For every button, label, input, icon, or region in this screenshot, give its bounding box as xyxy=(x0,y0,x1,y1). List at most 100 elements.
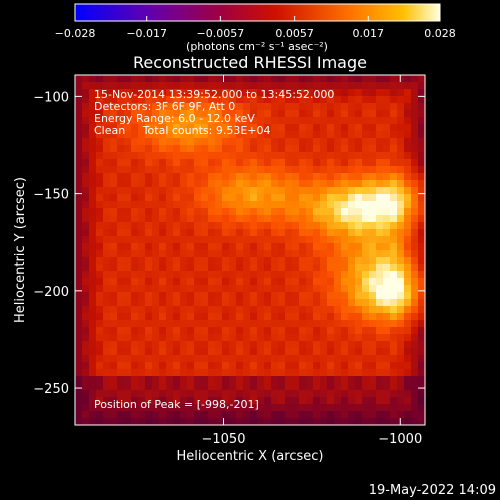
heatmap-cell xyxy=(229,320,237,328)
heatmap-cell xyxy=(278,264,286,272)
heatmap-cell xyxy=(348,341,356,349)
heatmap-cell xyxy=(271,341,279,349)
heatmap-cell xyxy=(390,313,398,321)
heatmap-cell xyxy=(82,75,90,83)
heatmap-cell xyxy=(173,299,181,307)
heatmap-cell xyxy=(215,313,223,321)
heatmap-cell xyxy=(278,341,286,349)
heatmap-cell xyxy=(348,89,356,97)
heatmap-cell xyxy=(222,131,230,139)
heatmap-cell xyxy=(411,285,419,293)
heatmap-cell xyxy=(201,376,209,384)
heatmap-cell xyxy=(138,404,146,412)
heatmap-cell xyxy=(313,103,321,111)
heatmap-cell xyxy=(362,166,370,174)
heatmap-cell xyxy=(320,82,328,90)
heatmap-cell xyxy=(257,131,265,139)
heatmap-cell xyxy=(215,264,223,272)
heatmap-cell xyxy=(348,369,356,377)
heatmap-cell xyxy=(96,376,104,384)
heatmap-cell xyxy=(376,131,384,139)
heatmap-cell xyxy=(75,89,83,97)
heatmap-cell xyxy=(383,89,391,97)
heatmap-cell xyxy=(327,376,335,384)
heatmap-cell xyxy=(278,229,286,237)
heatmap-cell xyxy=(229,285,237,293)
heatmap-cell xyxy=(348,313,356,321)
heatmap-cell xyxy=(250,124,258,132)
heatmap-cell xyxy=(208,145,216,153)
heatmap-cell xyxy=(82,334,90,342)
heatmap-cell xyxy=(355,355,363,363)
heatmap-cell xyxy=(173,222,181,230)
heatmap-cell xyxy=(117,243,125,251)
heatmap-cell xyxy=(180,215,188,223)
heatmap-cell xyxy=(96,411,104,419)
heatmap-cell xyxy=(166,306,174,314)
heatmap-cell xyxy=(131,229,139,237)
heatmap-cell xyxy=(89,173,97,181)
heatmap-cell xyxy=(250,222,258,230)
heatmap-cell xyxy=(334,369,342,377)
heatmap-cell xyxy=(96,194,104,202)
heatmap-cell xyxy=(250,152,258,160)
heatmap-cell xyxy=(138,369,146,377)
heatmap-cell xyxy=(404,264,412,272)
heatmap-cell xyxy=(82,145,90,153)
heatmap-cell xyxy=(250,201,258,209)
heatmap-cell xyxy=(348,334,356,342)
heatmap-cell xyxy=(390,243,398,251)
heatmap-cell xyxy=(194,257,202,265)
heatmap-cell xyxy=(96,327,104,335)
heatmap-cell xyxy=(89,278,97,286)
heatmap-cell xyxy=(96,215,104,223)
heatmap-cell xyxy=(82,222,90,230)
heatmap-cell xyxy=(390,397,398,405)
heatmap-cell xyxy=(117,404,125,412)
heatmap-cell xyxy=(383,75,391,83)
heatmap-cell xyxy=(306,117,314,125)
heatmap-cell xyxy=(292,166,300,174)
heatmap-cell xyxy=(215,299,223,307)
heatmap-cell xyxy=(194,250,202,258)
heatmap-cell xyxy=(334,271,342,279)
heatmap-cell xyxy=(250,243,258,251)
heatmap-cell xyxy=(271,152,279,160)
heatmap-cell xyxy=(229,355,237,363)
heatmap-cell xyxy=(257,201,265,209)
heatmap-cell xyxy=(348,320,356,328)
heatmap-cell xyxy=(187,110,195,118)
heatmap-cell xyxy=(187,341,195,349)
heatmap-cell xyxy=(131,187,139,195)
heatmap-cell xyxy=(131,208,139,216)
heatmap-cell xyxy=(124,278,132,286)
heatmap-cell xyxy=(222,348,230,356)
heatmap-cell xyxy=(369,327,377,335)
heatmap-cell xyxy=(222,215,230,223)
heatmap-cell xyxy=(327,278,335,286)
heatmap-cell xyxy=(320,292,328,300)
heatmap-cell xyxy=(376,320,384,328)
heatmap-cell xyxy=(103,131,111,139)
heatmap-cell xyxy=(250,362,258,370)
heatmap-cell xyxy=(362,320,370,328)
heatmap-cell xyxy=(159,82,167,90)
heatmap-cell xyxy=(201,187,209,195)
heatmap-cell xyxy=(299,390,307,398)
heatmap-cell xyxy=(166,355,174,363)
heatmap-cell xyxy=(103,404,111,412)
heatmap-cell xyxy=(313,306,321,314)
heatmap-cell xyxy=(222,257,230,265)
heatmap-cell xyxy=(138,89,146,97)
heatmap-cell xyxy=(306,208,314,216)
heatmap-cell xyxy=(320,250,328,258)
heatmap-cell xyxy=(334,376,342,384)
heatmap-cell xyxy=(397,82,405,90)
heatmap-cell xyxy=(355,292,363,300)
heatmap-cell xyxy=(75,222,83,230)
heatmap-cell xyxy=(271,376,279,384)
heatmap-cell xyxy=(166,215,174,223)
heatmap-cell xyxy=(411,194,419,202)
heatmap-cell xyxy=(173,271,181,279)
heatmap-cell xyxy=(222,138,230,146)
